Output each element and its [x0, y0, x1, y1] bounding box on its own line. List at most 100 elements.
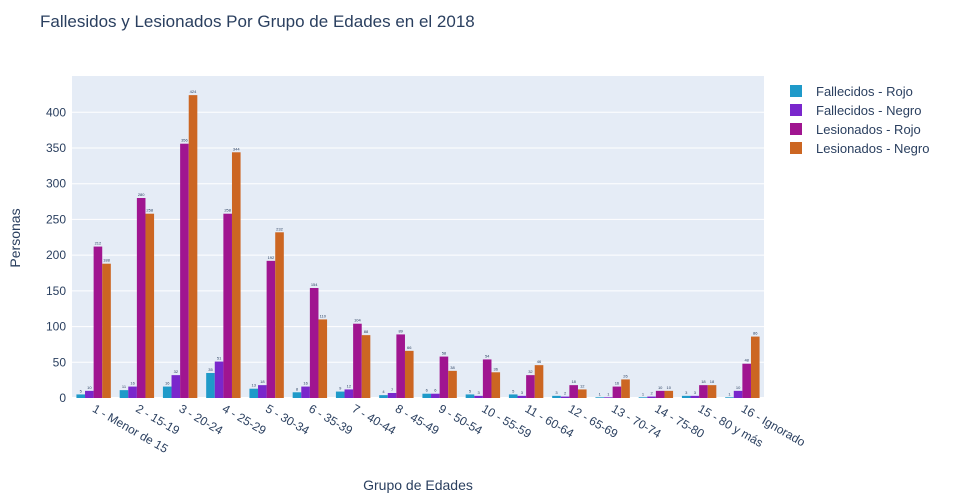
- legend-entry: Fallecidos - Negro: [816, 103, 922, 118]
- bar-data-label: 32: [174, 369, 179, 374]
- bar-data-label: 58: [442, 351, 447, 356]
- bar: [526, 375, 535, 398]
- bar-data-label: 66: [407, 345, 412, 350]
- bar: [292, 392, 302, 398]
- bar: [552, 395, 561, 398]
- bar-data-label: 6: [426, 388, 429, 393]
- bar-data-label: 1: [607, 391, 610, 396]
- bar: [595, 397, 605, 398]
- bar: [85, 390, 94, 398]
- bar: [448, 370, 457, 398]
- bar: [647, 396, 656, 398]
- legend-swatch: [790, 123, 802, 135]
- bar-data-label: 86: [753, 331, 758, 336]
- bar: [387, 392, 397, 398]
- y-axis-ticks: 0 50 100 150 200 250 300 350 400: [46, 105, 66, 405]
- bar-data-label: 192: [268, 255, 275, 260]
- x-tick-label: 9 - 50-54: [436, 401, 485, 437]
- bar: [361, 335, 371, 398]
- bar: [699, 385, 708, 398]
- bar-data-label: 110: [320, 313, 327, 318]
- bar: [318, 319, 328, 398]
- bar: [482, 359, 492, 398]
- bar-data-label: 5: [469, 388, 472, 393]
- bar-data-label: 3: [694, 390, 697, 395]
- y-tick-label: 0: [59, 391, 66, 405]
- bar-data-label: 12: [580, 383, 585, 388]
- bar: [171, 375, 181, 398]
- bar-data-label: 154: [311, 282, 318, 287]
- bar: [474, 395, 483, 398]
- bar-data-label: 3: [685, 390, 688, 395]
- bar: [725, 397, 734, 398]
- bar: [638, 397, 648, 398]
- bar-data-label: 3: [521, 390, 524, 395]
- legend-entry: Lesionados - Negro: [816, 141, 929, 156]
- bar-data-label: 188: [103, 258, 110, 263]
- bar-data-label: 16: [165, 381, 170, 386]
- bar-data-label: 258: [224, 208, 231, 213]
- bar: [102, 263, 111, 398]
- bar: [396, 334, 405, 398]
- bar-data-label: 3: [555, 390, 558, 395]
- bar-data-label: 10: [87, 385, 92, 390]
- bar-data-label: 11: [122, 384, 127, 389]
- bar: [353, 323, 362, 398]
- y-tick-label: 250: [46, 212, 66, 226]
- y-tick-label: 400: [46, 105, 66, 119]
- x-tick-label: 7 - 40-44: [350, 401, 399, 437]
- bar: [491, 372, 501, 398]
- bar-data-label: 32: [528, 369, 533, 374]
- bar: [439, 356, 449, 398]
- bar-data-label: 48: [744, 358, 749, 363]
- bar: [223, 213, 232, 398]
- bar-data-label: 7: [391, 387, 394, 392]
- bar-data-label: 12: [347, 383, 352, 388]
- bar: [258, 385, 267, 398]
- bar: [231, 152, 241, 398]
- bar: [266, 260, 276, 398]
- bar: [379, 395, 388, 398]
- bar-labels: 5102121881116280258163235642435512583441…: [80, 89, 759, 396]
- x-axis-ticks: 1 - Menor de 152 - 15-193 - 20-244 - 25-…: [90, 401, 808, 456]
- bar: [93, 246, 103, 398]
- legend-entry: Lesionados - Rojo: [816, 122, 921, 137]
- y-tick-label: 200: [46, 248, 66, 262]
- y-tick-label: 300: [46, 177, 66, 191]
- bar-data-label: 35: [208, 367, 213, 372]
- bar: [577, 389, 587, 398]
- bar: [604, 397, 613, 398]
- bar: [76, 394, 86, 398]
- bar: [180, 143, 189, 398]
- x-tick-label: 5 - 30-34: [263, 401, 312, 437]
- bar: [422, 393, 432, 398]
- bar-data-label: 280: [138, 192, 145, 197]
- bar-data-label: 89: [398, 328, 403, 333]
- bars: [76, 95, 760, 398]
- bar: [621, 379, 630, 398]
- bar: [690, 395, 700, 398]
- y-tick-label: 50: [53, 355, 67, 369]
- bar: [335, 391, 345, 398]
- bar-data-label: 16: [130, 381, 135, 386]
- bar-data-label: 1: [642, 391, 645, 396]
- bar: [162, 386, 172, 398]
- bar-data-label: 356: [181, 138, 188, 143]
- bar-data-label: 5: [512, 388, 515, 393]
- bar-data-label: 51: [217, 356, 222, 361]
- legend: Fallecidos - Rojo Fallecidos - Negro Lesio…: [790, 84, 929, 156]
- bar-data-label: 18: [571, 379, 576, 384]
- bar-data-label: 1: [599, 391, 602, 396]
- bar: [128, 386, 137, 398]
- bar-data-label: 344: [233, 146, 240, 151]
- bar: [119, 390, 129, 398]
- x-axis-title: Grupo de Edades: [363, 477, 473, 493]
- x-tick-label: 4 - 25-29: [220, 401, 269, 437]
- bar-data-label: 10: [736, 385, 741, 390]
- bar-data-label: 9: [339, 386, 342, 391]
- bar: [431, 393, 440, 398]
- bar-data-label: 258: [146, 208, 153, 213]
- bar: [681, 395, 691, 398]
- bar: [612, 386, 622, 398]
- bar-data-label: 36: [494, 366, 499, 371]
